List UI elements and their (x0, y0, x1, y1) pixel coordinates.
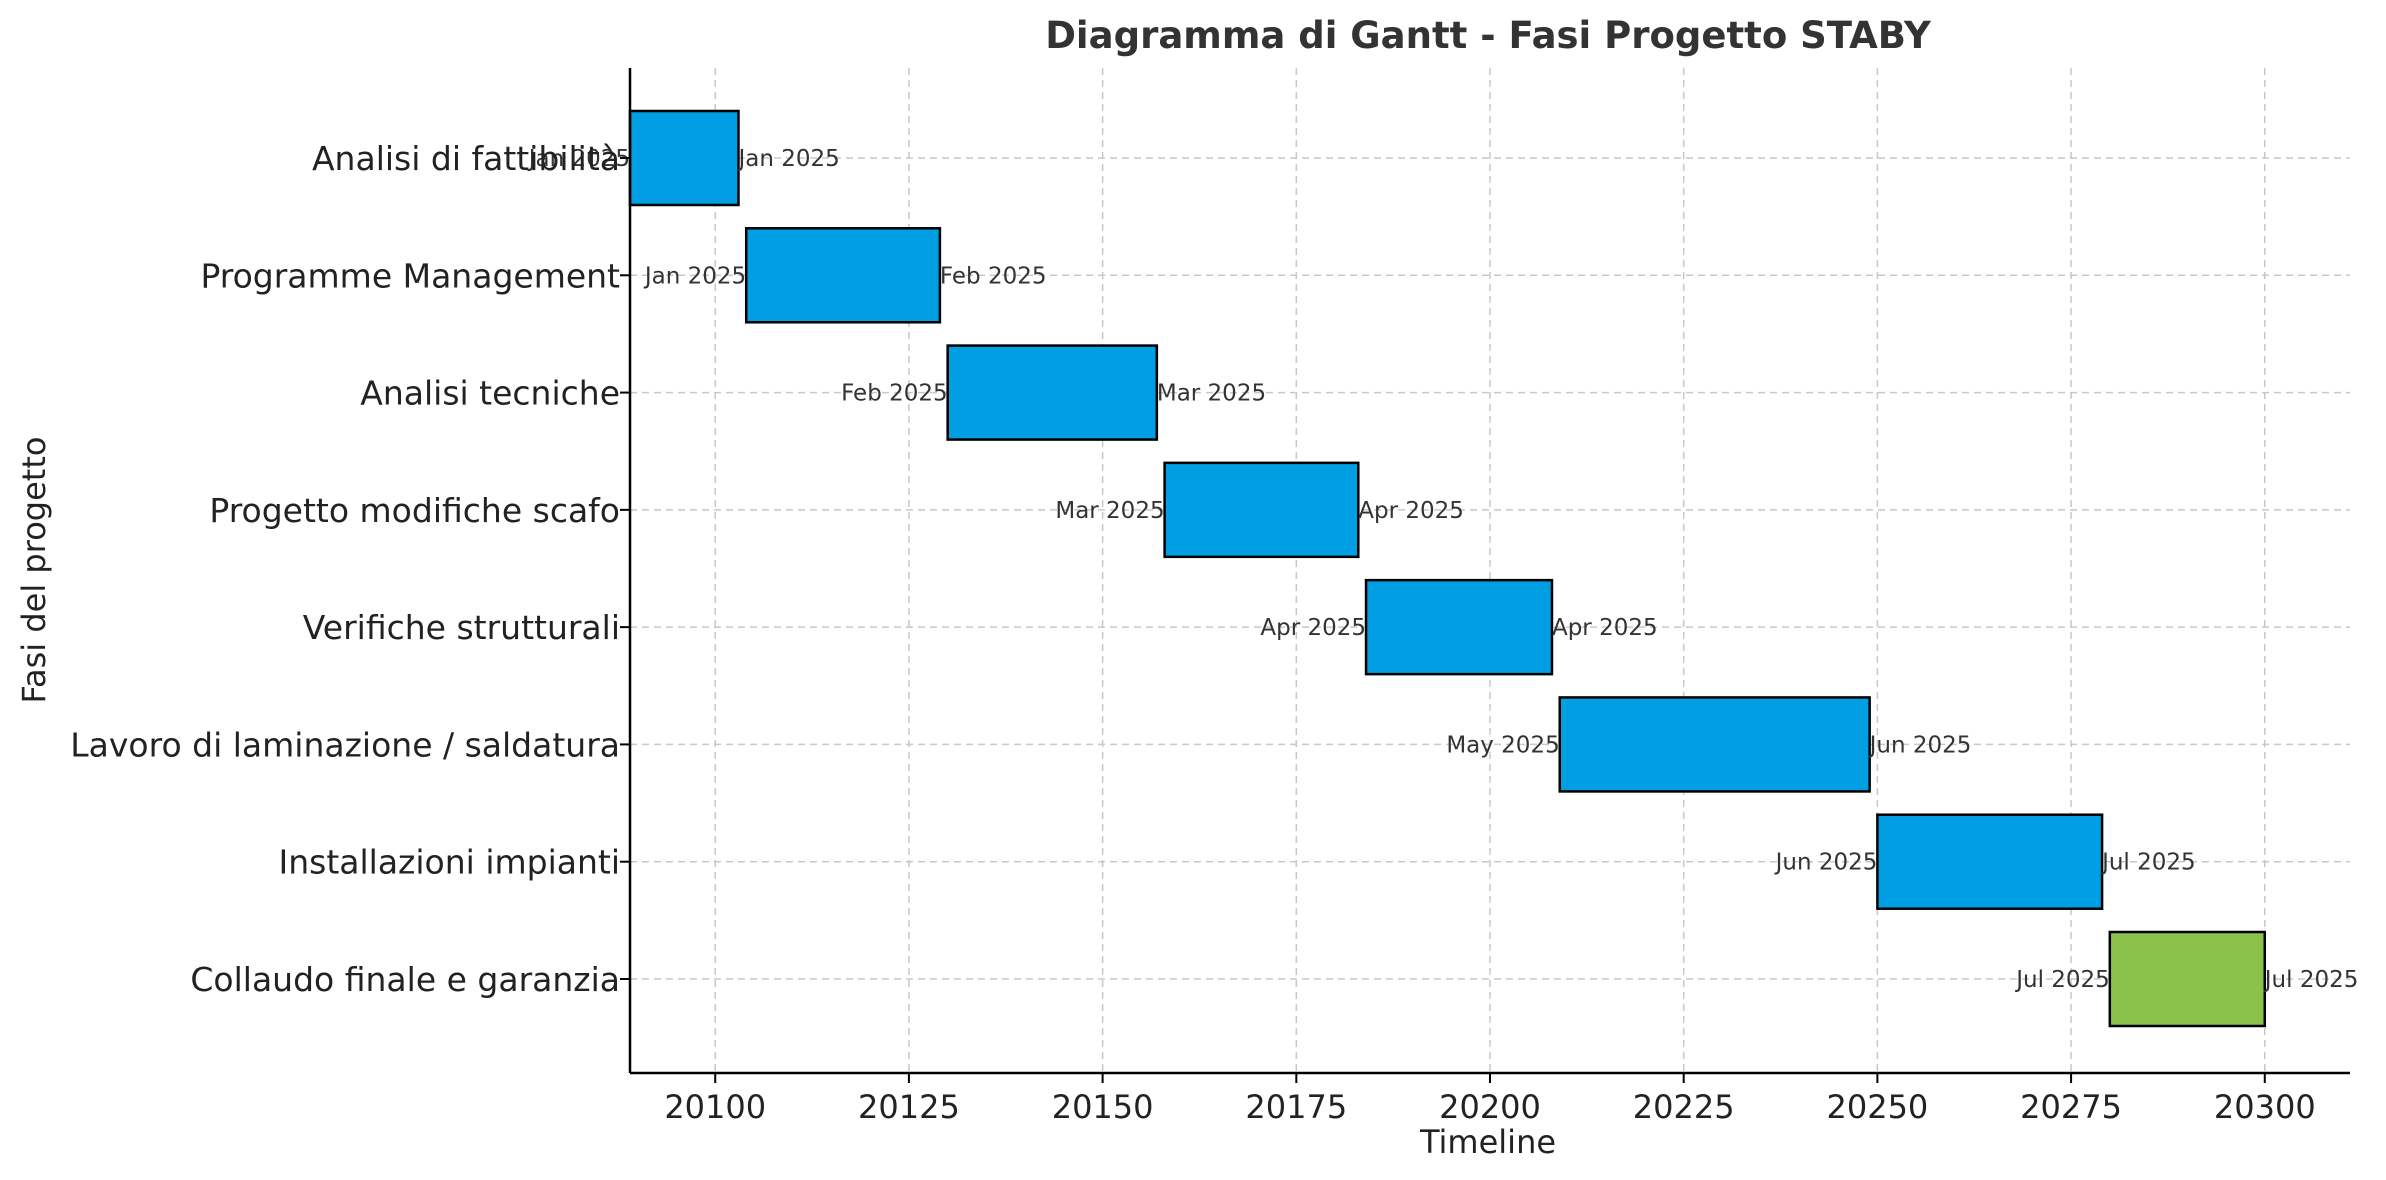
data-labels-layer: Jan 2025 Jan 2025 Jan 2025 Feb 2025 Feb 2025… (527, 146, 2359, 993)
task-start-label: Jan 2025 (527, 146, 630, 172)
axes-layer: 20100 20125 20150 20175 20200 20225 20250 20275… (70, 68, 2350, 1126)
y-axis-label: Fasi del progetto (15, 437, 53, 704)
task-bar (628, 109, 740, 207)
task-bar (946, 344, 1159, 441)
task-start-label: Jun 2025 (1774, 850, 1878, 876)
task-start-label: Apr 2025 (1260, 615, 1366, 641)
task-start-label: Jan 2025 (643, 263, 746, 289)
task-bar (2108, 930, 2267, 1028)
task-bar (1558, 696, 1871, 793)
task-bar (1876, 813, 2104, 910)
task-start-label: Mar 2025 (1055, 498, 1164, 524)
task-end-label: Apr 2025 (1552, 615, 1658, 641)
task-end-label: Apr 2025 (1358, 498, 1464, 524)
task-label: Collaudo finale e garanzia (190, 960, 620, 999)
task-label: Analisi tecniche (360, 374, 620, 413)
task-end-label: Jul 2025 (2263, 967, 2359, 993)
task-label: Installazioni impianti (279, 843, 621, 882)
task-label: Progetto modifiche scafo (209, 491, 620, 530)
grid-layer (630, 68, 2350, 1073)
task-end-label: Jun 2025 (1868, 732, 1972, 758)
x-tick-label: 20175 (1245, 1088, 1347, 1126)
task-label: Programme Management (200, 256, 620, 295)
task-end-label: Jul 2025 (2100, 850, 2196, 876)
task-label: Verifiche strutturali (303, 608, 620, 647)
task-end-label: Jan 2025 (736, 146, 839, 172)
task-label: Analisi di fattibilità (312, 139, 620, 178)
x-tick-label: 20150 (1052, 1088, 1154, 1126)
task-end-label: Feb 2025 (940, 263, 1047, 289)
x-tick-label: 20275 (2020, 1088, 2122, 1126)
x-tick-label: 20125 (858, 1088, 960, 1126)
x-tick-label: 20250 (1826, 1088, 1928, 1126)
task-start-label: May 2025 (1446, 732, 1559, 758)
x-tick-label: 20100 (664, 1088, 766, 1126)
task-bar (1364, 578, 1554, 676)
task-bar (744, 227, 942, 324)
bars-layer (628, 109, 2267, 1028)
chart-title: Diagramma di Gantt - Fasi Progetto STABY (1045, 14, 1932, 57)
task-start-label: Jul 2025 (2014, 967, 2110, 993)
task-start-label: Feb 2025 (841, 381, 948, 407)
task-end-label: Mar 2025 (1157, 381, 1266, 407)
task-label: Lavoro di laminazione / saldatura (70, 725, 620, 764)
x-axis-label: Timeline (1419, 1123, 1556, 1161)
task-bar (1163, 461, 1360, 559)
x-tick-label: 20200 (1439, 1088, 1541, 1126)
x-tick-label: 20225 (1633, 1088, 1735, 1126)
x-tick-label: 20300 (2214, 1088, 2316, 1126)
